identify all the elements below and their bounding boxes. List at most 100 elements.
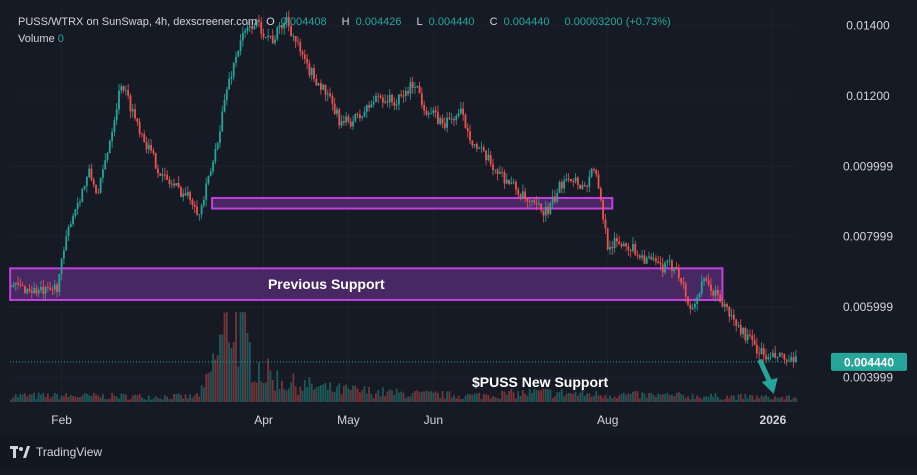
candle-body [168, 179, 171, 184]
candle-body [723, 304, 726, 307]
candle-body [253, 25, 256, 29]
candle-body [654, 258, 657, 262]
candle-body [33, 288, 35, 294]
candle-body [733, 314, 735, 320]
volume-bar [338, 383, 341, 402]
volume-bar [673, 396, 676, 402]
volume-bar [145, 399, 148, 402]
volume-bar [104, 398, 107, 402]
candle-body [730, 314, 733, 317]
candle-body [349, 121, 352, 127]
volume-bar [549, 389, 552, 402]
candle-body [430, 112, 432, 114]
volume-bar [267, 358, 270, 402]
volume-bar [558, 391, 561, 402]
volume-bar [531, 392, 533, 402]
candle-body [480, 147, 483, 149]
candle-body [707, 280, 710, 285]
volume-bar [450, 397, 453, 402]
candle-body [531, 200, 533, 202]
volume-bar [152, 398, 155, 402]
candle-body [384, 101, 387, 103]
volume-bar [420, 391, 423, 402]
volume-bar [269, 370, 272, 402]
volume-bar [707, 396, 710, 402]
volume-bar [241, 312, 244, 402]
volume-bar [551, 397, 554, 402]
volume-bar [322, 384, 325, 402]
volume-bar [26, 396, 29, 402]
candle-body [198, 214, 201, 216]
volume-bar [365, 393, 368, 402]
volume-bar [324, 382, 327, 402]
volume-bar [375, 393, 377, 402]
volume-bar [198, 396, 201, 402]
candle-body [108, 140, 111, 154]
volume-bar [418, 392, 421, 402]
volume-bar [602, 397, 605, 402]
volume-bar [753, 399, 756, 402]
volume-bar [342, 385, 345, 402]
volume-bar [21, 394, 24, 402]
candle-body [104, 160, 107, 170]
candle-body [517, 189, 520, 195]
x-tick-label: May [337, 413, 360, 427]
candle-body [306, 58, 309, 64]
legend-open-key: O [266, 16, 275, 28]
volume-bar [409, 396, 412, 402]
volume-bar [74, 396, 77, 402]
volume-bar [118, 398, 120, 402]
candle-body [597, 174, 600, 189]
tradingview-brand[interactable]: TradingView [10, 445, 102, 459]
volume-bar [459, 398, 462, 402]
tradingview-label: TradingView [36, 445, 103, 459]
candle-body [14, 282, 17, 285]
candle-body [237, 50, 240, 57]
volume-bar [714, 393, 717, 402]
candle-body [432, 110, 435, 113]
candle-body [737, 325, 740, 326]
candle-body [356, 114, 359, 115]
x-tick-label: Feb [51, 413, 72, 427]
candle-body [476, 144, 478, 149]
candle-body [485, 150, 488, 161]
candle-body [466, 128, 469, 132]
volume-bar [540, 390, 543, 402]
candle-body [170, 183, 173, 185]
candle-body [652, 258, 655, 260]
volume-bar [505, 394, 508, 402]
volume-bar [733, 395, 735, 402]
candle-body [643, 255, 646, 264]
candle-body [469, 131, 471, 141]
candle-body [450, 118, 453, 120]
candle-body [680, 278, 683, 283]
volume-bar [138, 393, 141, 402]
volume-bar [563, 396, 566, 402]
volume-bar [170, 399, 173, 402]
tradingview-logo-icon [10, 446, 30, 458]
volume-bar [340, 394, 343, 402]
candle-body [79, 201, 81, 203]
candle-body [544, 206, 547, 216]
volume-bar [526, 395, 529, 402]
candle-body [459, 108, 462, 114]
candle-body [319, 83, 322, 90]
volume-bar [735, 399, 738, 402]
volume-bar [579, 392, 582, 402]
volume-bar [120, 393, 123, 402]
candle-body [85, 177, 88, 186]
volume-bar [652, 394, 655, 402]
volume-bar [297, 394, 299, 402]
legend-title: PUSS/WTRX on SunSwap, 4h, dexscreener.co… [18, 16, 258, 28]
volume-bar [207, 373, 210, 402]
candle-body [150, 144, 153, 151]
volume-bar [446, 391, 448, 402]
volume-bar [567, 393, 570, 402]
volume-bar [310, 383, 313, 402]
candle-body [696, 297, 699, 304]
candle-body [391, 95, 393, 103]
volume-bar [67, 396, 70, 402]
candle-body [30, 291, 33, 294]
